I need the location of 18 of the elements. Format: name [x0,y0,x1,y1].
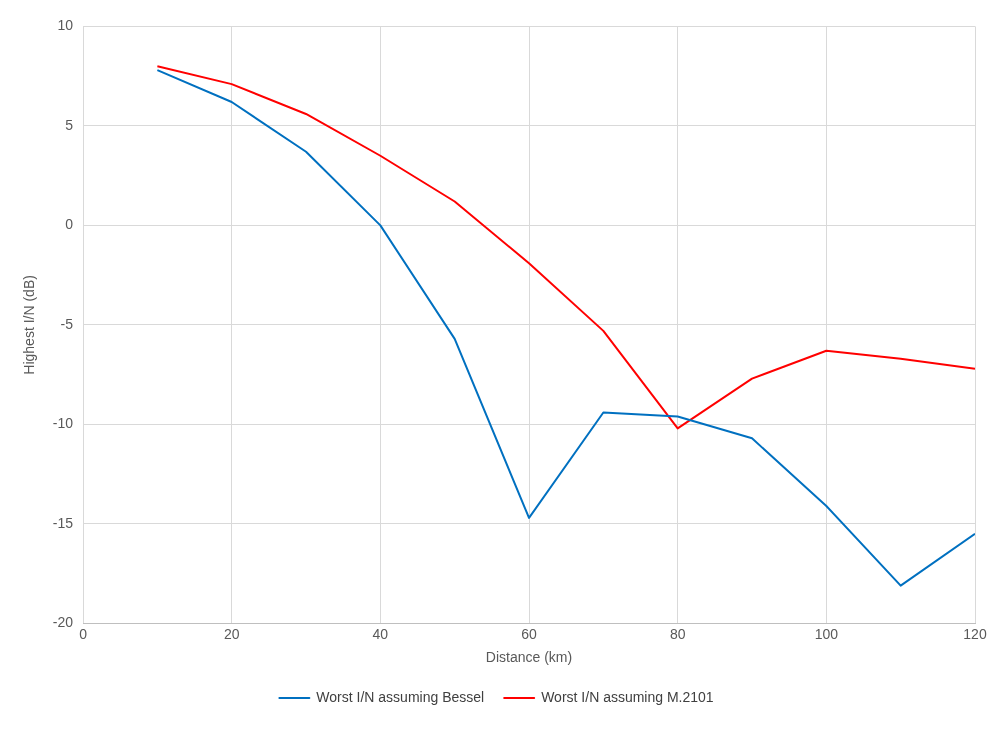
y-tick-label: -20 [52,614,74,631]
y-tick-label: 0 [65,216,74,233]
y-tick-label: -10 [52,415,74,432]
y-tick-label: -5 [60,315,74,332]
x-tick-label: 100 [814,625,839,642]
legend-label: Worst I/N assuming M.2101 [541,688,714,705]
x-tick-label: 60 [521,625,538,642]
y-tick-label: 10 [57,17,74,34]
x-tick-label: 120 [963,625,987,642]
x-tick-label: 20 [223,625,240,642]
y-tick-label: 5 [65,116,74,133]
y-tick-label: -15 [52,514,74,531]
x-tick-label: 80 [669,625,686,642]
legend-label: Worst I/N assuming Bessel [316,688,485,705]
x-axis-title: Distance (km) [485,649,573,666]
x-tick-label: 40 [372,625,389,642]
x-tick-label: 0 [79,625,88,642]
y-axis-title: Highest I/N (dB) [21,275,38,375]
